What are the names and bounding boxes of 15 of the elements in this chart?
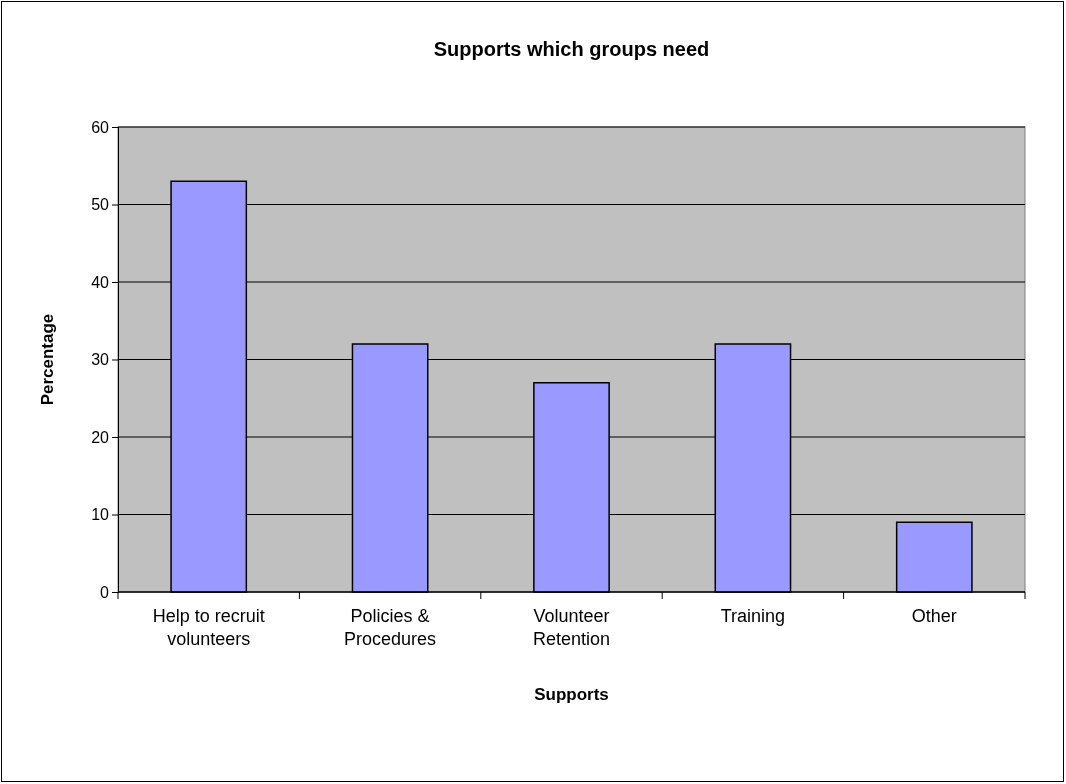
y-tick-label: 0 [100, 583, 110, 601]
x-tick-label: Help to recruit volunteers [152, 606, 265, 649]
x-tick-label: Training [720, 606, 786, 626]
y-tick-label: 60 [91, 118, 110, 136]
x-axis-title: Supports [534, 685, 609, 704]
chart-title: Supports which groups need [433, 38, 710, 60]
x-tick-label: Volunteer Retention [532, 606, 611, 649]
y-tick-label: 30 [91, 351, 110, 369]
y-tick-label: 40 [91, 273, 110, 291]
x-tick-label: Policies & Procedures [344, 606, 437, 649]
y-tick-label: 50 [91, 196, 110, 214]
y-axis-title: Percentage [38, 313, 57, 406]
x-tick-label: Other [911, 606, 957, 626]
y-tick-label: 10 [91, 506, 110, 524]
y-tick-label: 20 [91, 428, 110, 446]
